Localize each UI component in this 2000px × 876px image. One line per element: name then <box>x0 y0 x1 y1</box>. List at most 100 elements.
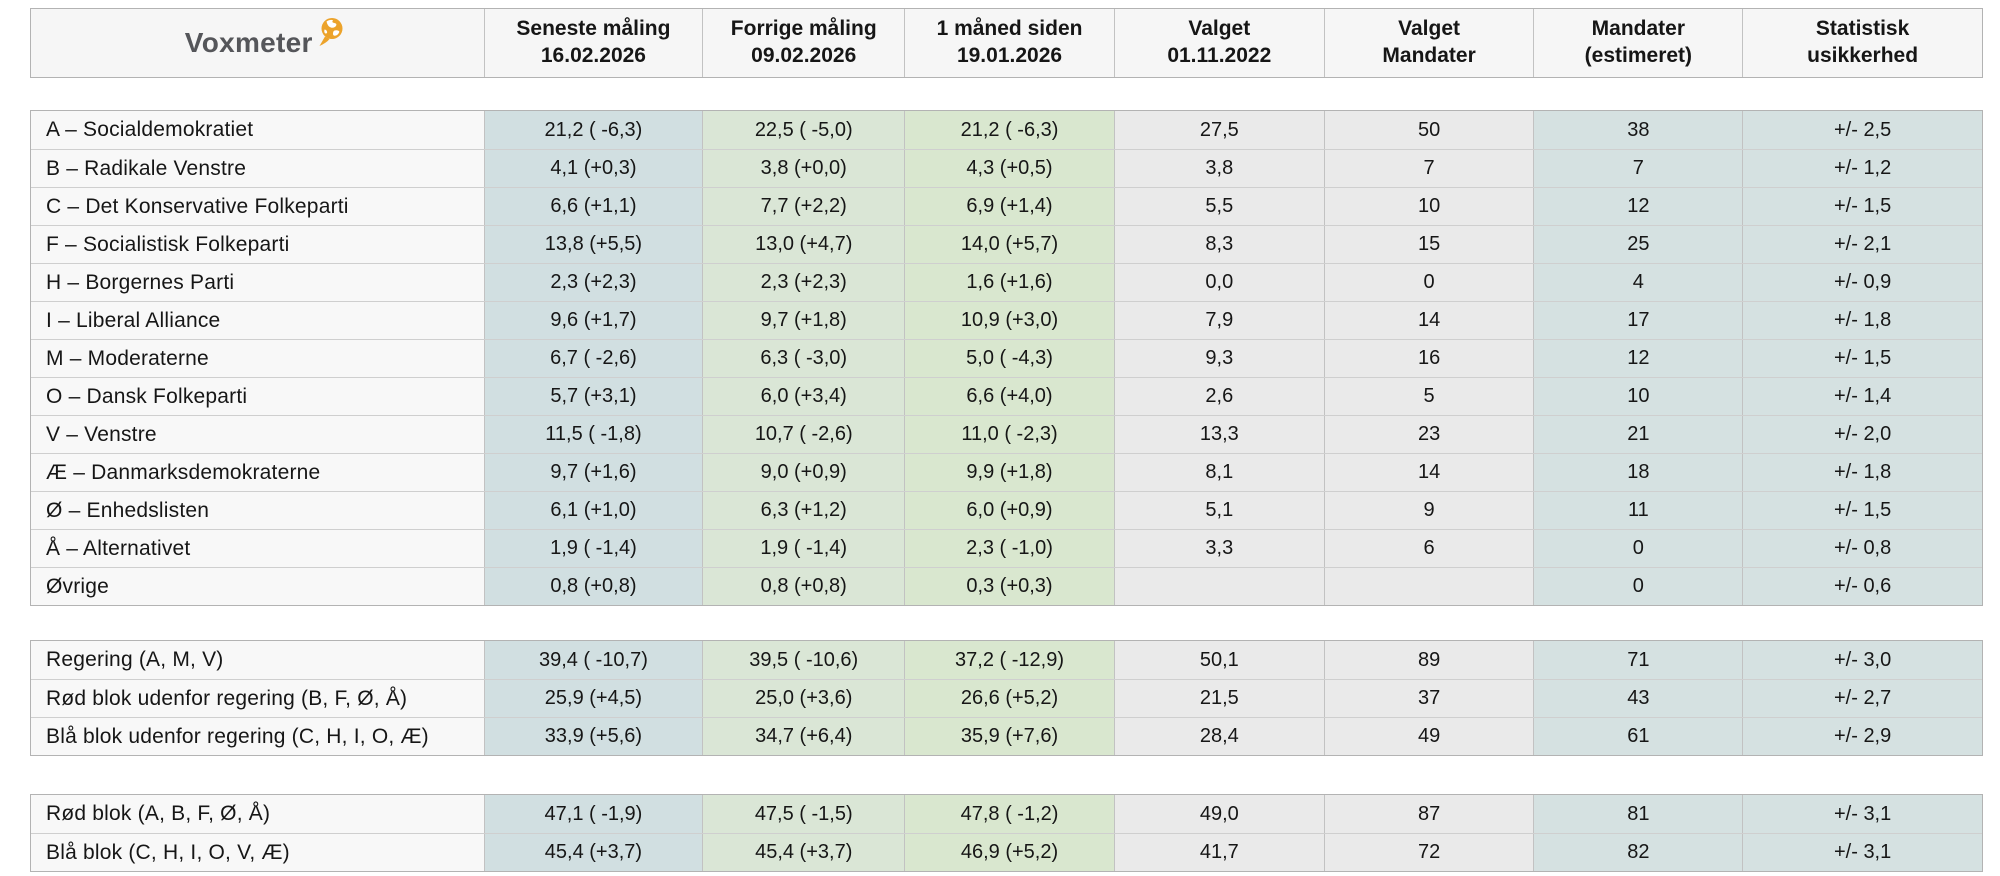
cell-maaned: 6,0 (+0,9) <box>904 492 1114 529</box>
cell-maaned: 37,2 ( -12,9) <box>904 641 1114 679</box>
cell-usikkerhed: +/- 2,1 <box>1742 226 1982 263</box>
cell-maaned: 46,9 (+5,2) <box>904 834 1114 871</box>
column-header-valget: Valget 01.11.2022 <box>1113 9 1324 77</box>
row-label: Rød blok udenfor regering (B, F, Ø, Å) <box>31 680 484 717</box>
cell-maaned: 1,6 (+1,6) <box>904 264 1114 301</box>
cell-forrige: 6,0 (+3,4) <box>702 378 905 415</box>
cell-valget_mandater: 16 <box>1323 340 1534 377</box>
cell-seneste: 11,5 ( -1,8) <box>483 416 703 453</box>
cell-seneste: 6,6 (+1,1) <box>483 188 703 225</box>
cell-valget: 49,0 <box>1113 795 1324 833</box>
cell-mandater_estimeret: 81 <box>1533 795 1743 833</box>
cell-valget: 13,3 <box>1113 416 1324 453</box>
cell-forrige: 22,5 ( -5,0) <box>702 111 905 149</box>
cell-seneste: 47,1 ( -1,9) <box>483 795 703 833</box>
section-gap <box>30 78 1983 110</box>
cell-mandater_estimeret: 43 <box>1533 680 1743 717</box>
cell-mandater_estimeret: 11 <box>1533 492 1743 529</box>
cell-mandater_estimeret: 71 <box>1533 641 1743 679</box>
cell-maaned: 26,6 (+5,2) <box>904 680 1114 717</box>
cell-forrige: 9,0 (+0,9) <box>702 454 905 491</box>
cell-forrige: 6,3 ( -3,0) <box>702 340 905 377</box>
row-label: V – Venstre <box>31 416 484 453</box>
cell-valget: 3,3 <box>1113 530 1324 567</box>
cell-mandater_estimeret: 38 <box>1533 111 1743 149</box>
cell-seneste: 45,4 (+3,7) <box>483 834 703 871</box>
column-header-valget-mandater: Valget Mandater <box>1323 9 1534 77</box>
row-label: Æ – Danmarksdemokraterne <box>31 454 484 491</box>
voxmeter-logo-text: Voxmeter <box>184 27 313 59</box>
cell-maaned: 6,6 (+4,0) <box>904 378 1114 415</box>
cell-mandater_estimeret: 61 <box>1533 718 1743 755</box>
cell-usikkerhed: +/- 2,5 <box>1742 111 1982 149</box>
cell-valget: 9,3 <box>1113 340 1324 377</box>
table-row: Øvrige 0,8 (+0,8) 0,8 (+0,8) 0,3 (+0,3) 0 +/-… <box>31 567 1982 605</box>
cell-maaned: 10,9 (+3,0) <box>904 302 1114 339</box>
cell-maaned: 2,3 ( -1,0) <box>904 530 1114 567</box>
cell-usikkerhed: +/- 1,5 <box>1742 492 1982 529</box>
row-label: Blå blok udenfor regering (C, H, I, O, Æ… <box>31 718 484 755</box>
row-label: B – Radikale Venstre <box>31 150 484 187</box>
cell-mandater_estimeret: 18 <box>1533 454 1743 491</box>
cell-valget: 3,8 <box>1113 150 1324 187</box>
cell-mandater_estimeret: 25 <box>1533 226 1743 263</box>
cell-seneste: 4,1 (+0,3) <box>483 150 703 187</box>
cell-usikkerhed: +/- 1,2 <box>1742 150 1982 187</box>
cell-forrige: 9,7 (+1,8) <box>702 302 905 339</box>
table-row: C – Det Konservative Folkeparti 6,6 (+1,1… <box>31 187 1982 225</box>
cell-valget_mandater: 37 <box>1323 680 1534 717</box>
row-label: O – Dansk Folkeparti <box>31 378 484 415</box>
column-header-seneste-maling: Seneste måling 16.02.2026 <box>483 9 703 77</box>
table-row: O – Dansk Folkeparti 5,7 (+3,1) 6,0 (+3,4)… <box>31 377 1982 415</box>
cell-seneste: 33,9 (+5,6) <box>483 718 703 755</box>
row-label: Øvrige <box>31 568 484 605</box>
cell-valget_mandater: 9 <box>1323 492 1534 529</box>
row-label: I – Liberal Alliance <box>31 302 484 339</box>
table-header: Voxmeter Seneste måling 16.02.2026 Forri… <box>30 8 1983 78</box>
cell-forrige: 6,3 (+1,2) <box>702 492 905 529</box>
cell-mandater_estimeret: 82 <box>1533 834 1743 871</box>
cell-seneste: 1,9 ( -1,4) <box>483 530 703 567</box>
cell-forrige: 2,3 (+2,3) <box>702 264 905 301</box>
cell-seneste: 2,3 (+2,3) <box>483 264 703 301</box>
cell-mandater_estimeret: 0 <box>1533 568 1743 605</box>
cell-valget: 8,3 <box>1113 226 1324 263</box>
cell-forrige: 13,0 (+4,7) <box>702 226 905 263</box>
cell-seneste: 13,8 (+5,5) <box>483 226 703 263</box>
cell-valget_mandater: 0 <box>1323 264 1534 301</box>
cell-seneste: 0,8 (+0,8) <box>483 568 703 605</box>
cell-valget_mandater: 89 <box>1323 641 1534 679</box>
cell-forrige: 39,5 ( -10,6) <box>702 641 905 679</box>
cell-valget_mandater: 49 <box>1323 718 1534 755</box>
cell-forrige: 7,7 (+2,2) <box>702 188 905 225</box>
column-header-mandater-estimeret: Mandater (estimeret) <box>1533 9 1743 77</box>
row-label: Ø – Enhedslisten <box>31 492 484 529</box>
cell-valget: 5,5 <box>1113 188 1324 225</box>
cell-seneste: 39,4 ( -10,7) <box>483 641 703 679</box>
cell-mandater_estimeret: 17 <box>1533 302 1743 339</box>
cell-valget_mandater: 23 <box>1323 416 1534 453</box>
cell-seneste: 5,7 (+3,1) <box>483 378 703 415</box>
cell-usikkerhed: +/- 0,8 <box>1742 530 1982 567</box>
cell-valget_mandater: 14 <box>1323 454 1534 491</box>
cell-mandater_estimeret: 4 <box>1533 264 1743 301</box>
cell-usikkerhed: +/- 3,0 <box>1742 641 1982 679</box>
cell-maaned: 47,8 ( -1,2) <box>904 795 1114 833</box>
row-label: F – Socialistisk Folkeparti <box>31 226 484 263</box>
table-row: Æ – Danmarksdemokraterne 9,7 (+1,6) 9,0 (+… <box>31 453 1982 491</box>
row-label: H – Borgernes Parti <box>31 264 484 301</box>
cell-valget_mandater: 6 <box>1323 530 1534 567</box>
table-row: F – Socialistisk Folkeparti 13,8 (+5,5) 13… <box>31 225 1982 263</box>
column-header-forrige-maling: Forrige måling 09.02.2026 <box>702 9 905 77</box>
cell-valget_mandater: 15 <box>1323 226 1534 263</box>
row-label: Regering (A, M, V) <box>31 641 484 679</box>
cell-valget: 41,7 <box>1113 834 1324 871</box>
cell-valget_mandater: 50 <box>1323 111 1534 149</box>
cell-forrige: 47,5 ( -1,5) <box>702 795 905 833</box>
table-row: H – Borgernes Parti 2,3 (+2,3) 2,3 (+2,3) 1… <box>31 263 1982 301</box>
cell-maaned: 9,9 (+1,8) <box>904 454 1114 491</box>
row-label: Blå blok (C, H, I, O, V, Æ) <box>31 834 484 871</box>
parties-table: A – Socialdemokratiet 21,2 ( -6,3) 22,5 ( … <box>30 110 1983 606</box>
cell-usikkerhed: +/- 1,5 <box>1742 188 1982 225</box>
table-row: M – Moderaterne 6,7 ( -2,6) 6,3 ( -3,0) 5,0… <box>31 339 1982 377</box>
